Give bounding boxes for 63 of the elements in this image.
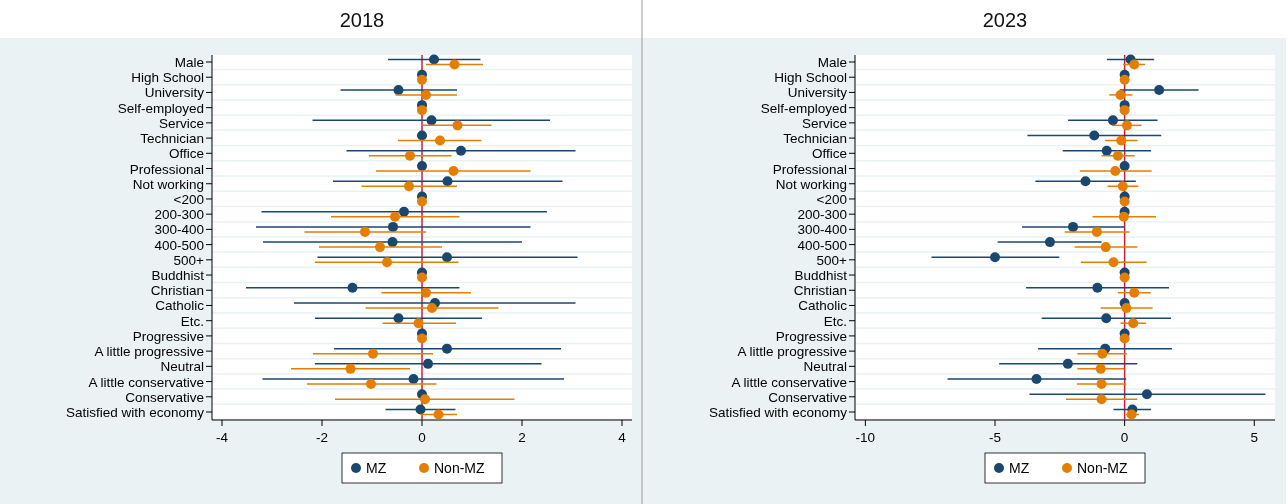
x-tick-label: -5 <box>988 430 1002 445</box>
x-tick-label: 0 <box>418 430 426 445</box>
y-tick-label: Office <box>168 146 204 162</box>
y-tick-label: Not working <box>775 176 847 192</box>
y-tick-label: University <box>787 85 848 101</box>
y-tick-label: Satisfied with economy <box>65 405 205 420</box>
chart-title: 2018 <box>339 9 385 31</box>
y-tick-label: Catholic <box>798 298 848 314</box>
x-tick-label: 5 <box>1250 430 1259 445</box>
y-tick-label: Technician <box>140 131 204 147</box>
x-tick-label: -4 <box>215 430 229 445</box>
y-tick-label: Buddhist <box>794 268 848 284</box>
legend-label: Non-MZ <box>434 460 486 476</box>
y-tick-label: Progressive <box>775 328 847 344</box>
y-tick-label: A little conservative <box>731 374 847 390</box>
y-tick-label: Neutral <box>160 359 204 375</box>
y-tick-label: Conservative <box>768 389 847 405</box>
y-tick-label: University <box>144 85 205 101</box>
y-tick-label: Technician <box>783 131 847 147</box>
y-tick-label: A little progressive <box>94 344 204 360</box>
x-tick-label: 0 <box>1120 430 1129 445</box>
y-tick-label: Self-employed <box>117 100 204 116</box>
x-tick-label: 4 <box>618 430 627 445</box>
chart-title: 2023 <box>982 9 1028 31</box>
y-tick-label: 300-400 <box>797 222 847 238</box>
y-tick-label: Neutral <box>803 359 847 375</box>
y-tick-label: Service <box>801 115 847 131</box>
y-tick-label: <200 <box>173 191 204 207</box>
y-tick-label: High School <box>131 70 204 86</box>
y-tick-label: Service <box>158 115 204 131</box>
y-tick-label: Progressive <box>132 328 204 344</box>
y-tick-label: 400-500 <box>154 237 204 253</box>
legend-label: MZ <box>1009 460 1030 476</box>
x-tick-label: 2 <box>518 430 526 445</box>
y-tick-label: 300-400 <box>154 222 204 238</box>
y-tick-label: <200 <box>816 191 847 207</box>
y-tick-label: Professional <box>129 161 204 177</box>
x-tick-label: -10 <box>855 430 876 445</box>
y-tick-label: Christian <box>793 283 847 299</box>
legend-label: Non-MZ <box>1077 460 1129 476</box>
y-tick-label: Male <box>174 55 204 70</box>
y-tick-label: Satisfied with economy <box>708 405 848 420</box>
y-tick-label: A little progressive <box>737 344 847 360</box>
y-tick-label: Conservative <box>125 389 204 405</box>
y-tick-label: Etc. <box>180 313 204 329</box>
y-tick-label: 200-300 <box>154 207 204 223</box>
x-tick-label: -2 <box>315 430 329 445</box>
y-tick-label: Christian <box>150 283 204 299</box>
y-tick-label: Office <box>811 146 847 162</box>
y-tick-label: 500+ <box>816 252 848 268</box>
legend-label: MZ <box>366 460 387 476</box>
y-tick-label: A little conservative <box>88 374 204 390</box>
y-tick-label: High School <box>774 70 847 86</box>
y-tick-label: 500+ <box>173 252 205 268</box>
y-tick-label: Catholic <box>155 298 205 314</box>
y-tick-label: Self-employed <box>760 100 847 116</box>
y-tick-label: Male <box>817 55 847 70</box>
y-tick-label: Etc. <box>823 313 847 329</box>
y-tick-label: 200-300 <box>797 207 847 223</box>
y-tick-label: Not working <box>132 176 204 192</box>
y-tick-label: 400-500 <box>797 237 847 253</box>
y-tick-label: Professional <box>772 161 847 177</box>
y-tick-label: Buddhist <box>151 268 205 284</box>
